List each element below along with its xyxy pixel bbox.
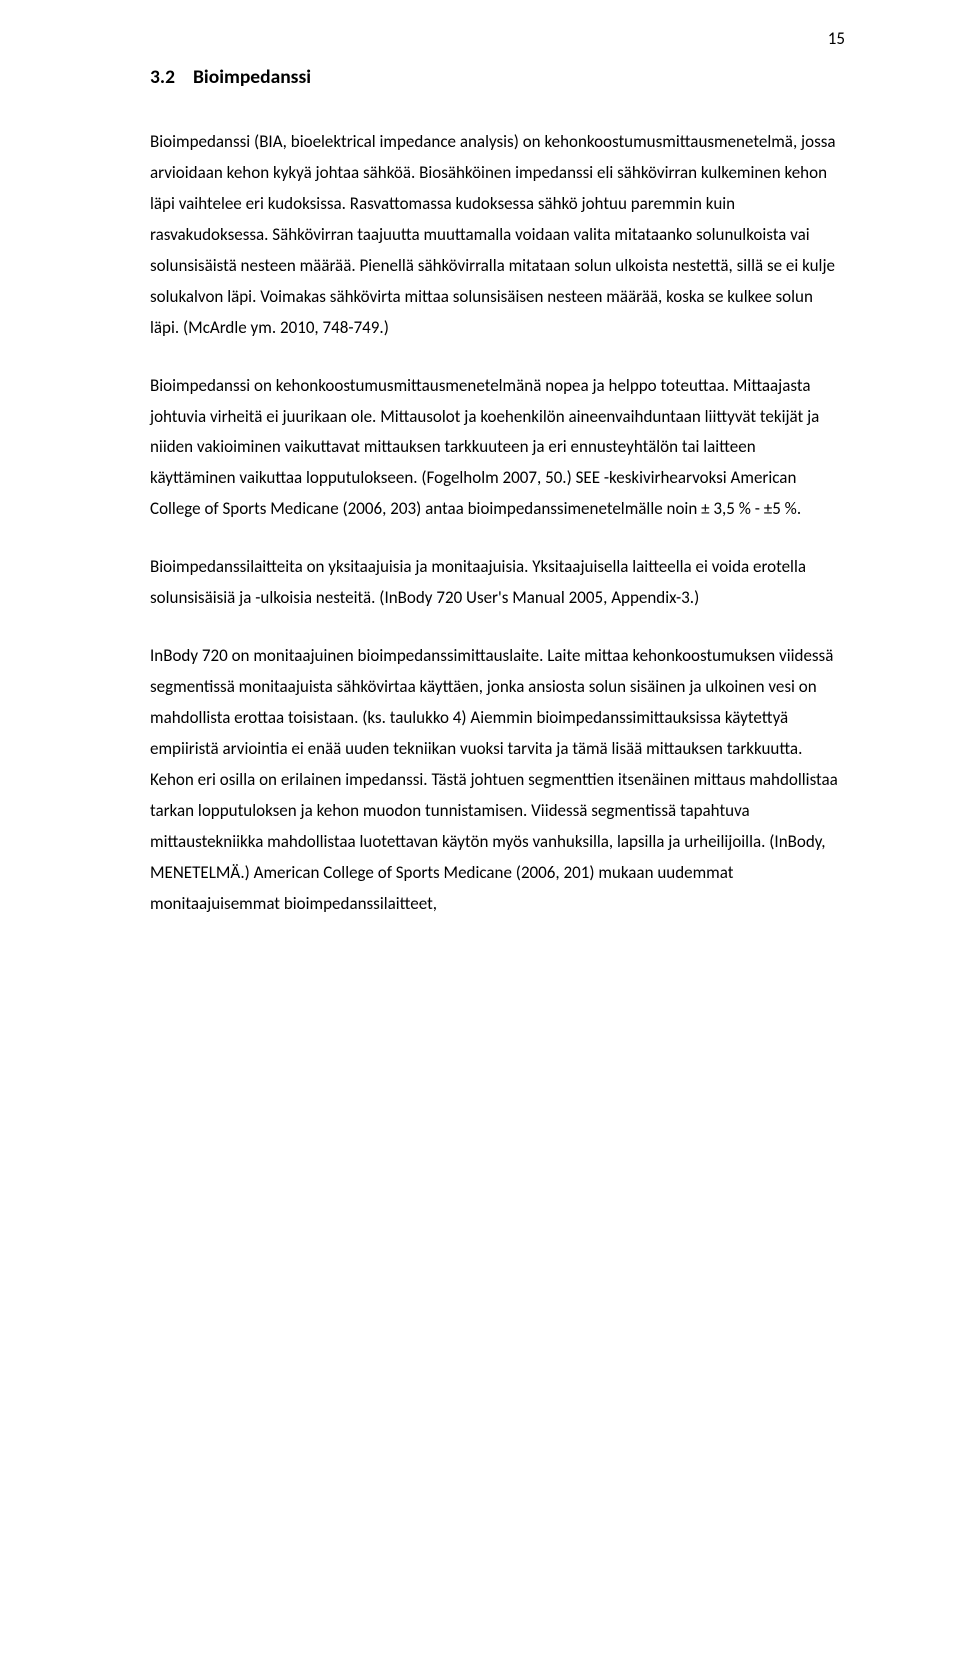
- body-paragraph: InBody 720 on monitaajuinen bioimpedanss…: [150, 641, 845, 919]
- body-paragraph: Bioimpedanssi (BIA, bioelektrical impeda…: [150, 127, 845, 344]
- body-paragraph: Bioimpedanssilaitteita on yksitaajuisia …: [150, 552, 845, 614]
- body-paragraph: Bioimpedanssi on kehonkoostumusmittausme…: [150, 371, 845, 526]
- heading-title: Bioimpedanssi: [193, 65, 311, 89]
- section-heading: 3.2 Bioimpedanssi: [150, 65, 845, 89]
- heading-number: 3.2: [150, 65, 175, 89]
- document-page: 15 3.2 Bioimpedanssi Bioimpedanssi (BIA, …: [0, 0, 960, 1665]
- page-number: 15: [828, 28, 845, 49]
